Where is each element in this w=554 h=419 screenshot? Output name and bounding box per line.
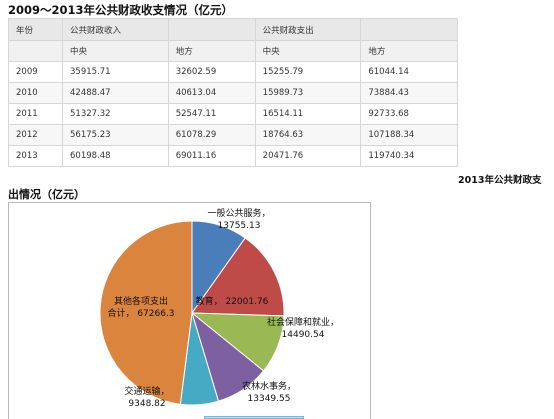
cell-year: 2013 <box>8 145 63 167</box>
cell-rev-central: 51327.32 <box>62 103 169 125</box>
data-label: 教育， 22001.76 <box>196 295 269 307</box>
data-label: 其他各项支出合计， 67266.3 <box>107 295 174 319</box>
cell-exp-local: 92733.68 <box>360 103 458 125</box>
cell-year: 2011 <box>8 103 63 125</box>
cell-rev-local: 52547.11 <box>167 103 256 125</box>
finance-table: 年份 公共财政收入 公共财政支出 中央 地方 中央 地方 2009 35915.… <box>8 18 458 167</box>
data-label: 社会保障和就业， 14490.54 <box>267 316 339 340</box>
header-year: 年份 <box>8 18 63 41</box>
data-label: 农林水事务， 13349.55 <box>242 380 296 404</box>
slice-education <box>191 237 285 317</box>
cell-exp-local: 119740.34 <box>360 145 458 167</box>
pie-chart: 一般公共服务， 13755.13 教育， 22001.76 社会保障和就业， 14490… <box>8 202 371 419</box>
cell-rev-central: 35915.71 <box>62 61 169 83</box>
table-header-row: 年份 公共财政收入 公共财政支出 <box>8 18 458 41</box>
table-row: 2010 42488.47 40613.04 15989.73 73884.43 <box>8 82 458 104</box>
data-label: 交通运输， 9348.82 <box>124 385 169 409</box>
cell-year: 2012 <box>8 124 63 146</box>
cell-exp-local: 61044.14 <box>360 61 458 83</box>
cell-rev-local: 40613.04 <box>167 82 256 104</box>
cell-exp-central: 16514.11 <box>254 103 362 125</box>
table-row: 2013 60198.48 69011.16 20471.76 119740.3… <box>8 145 458 167</box>
cell-rev-central: 60198.48 <box>62 145 169 167</box>
cell-rev-central: 56175.23 <box>62 124 169 146</box>
slice-other <box>99 220 193 405</box>
cell-exp-local: 107188.34 <box>360 124 458 146</box>
subheader-rev-local: 地方 <box>167 40 256 62</box>
table-subheader-row: 中央 地方 中央 地方 <box>8 40 458 62</box>
table-row: 2012 56175.23 61078.29 18764.63 107188.3… <box>8 124 458 146</box>
cell-rev-central: 42488.47 <box>62 82 169 104</box>
cell-exp-central: 18764.63 <box>254 124 362 146</box>
cell-exp-central: 15255.79 <box>254 61 362 83</box>
table-row: 2011 51327.32 52547.11 16514.11 92733.68 <box>8 103 458 125</box>
chart-title-part2: 出情况（亿元） <box>8 188 85 201</box>
data-label: 一般公共服务， 13755.13 <box>207 207 270 231</box>
cell-rev-local: 32602.59 <box>167 61 256 83</box>
cell-rev-local: 69011.16 <box>167 145 256 167</box>
cell-exp-local: 73884.43 <box>360 82 458 104</box>
chart-title-part1: 2013年公共财政支 <box>458 175 542 186</box>
header-expenditure-blank <box>360 18 458 41</box>
cell-year: 2010 <box>8 82 63 104</box>
subheader-blank <box>8 40 63 62</box>
cell-rev-local: 61078.29 <box>167 124 256 146</box>
subheader-exp-local: 地方 <box>360 40 458 62</box>
table-title: 2009～2013年公共财政收支情况（亿元） <box>8 3 234 17</box>
header-revenue-blank <box>167 18 256 41</box>
header-expenditure: 公共财政支出 <box>254 18 362 41</box>
cell-exp-central: 15989.73 <box>254 82 362 104</box>
cell-exp-central: 20471.76 <box>254 145 362 167</box>
header-revenue: 公共财政收入 <box>62 18 169 41</box>
subheader-rev-central: 中央 <box>62 40 169 62</box>
pie-chart-svg: 一般公共服务， 13755.13 教育， 22001.76 社会保障和就业， 14490… <box>99 207 339 409</box>
table-row: 2009 35915.71 32602.59 15255.79 61044.14 <box>8 61 458 83</box>
subheader-exp-central: 中央 <box>254 40 362 62</box>
cell-year: 2009 <box>8 61 63 83</box>
